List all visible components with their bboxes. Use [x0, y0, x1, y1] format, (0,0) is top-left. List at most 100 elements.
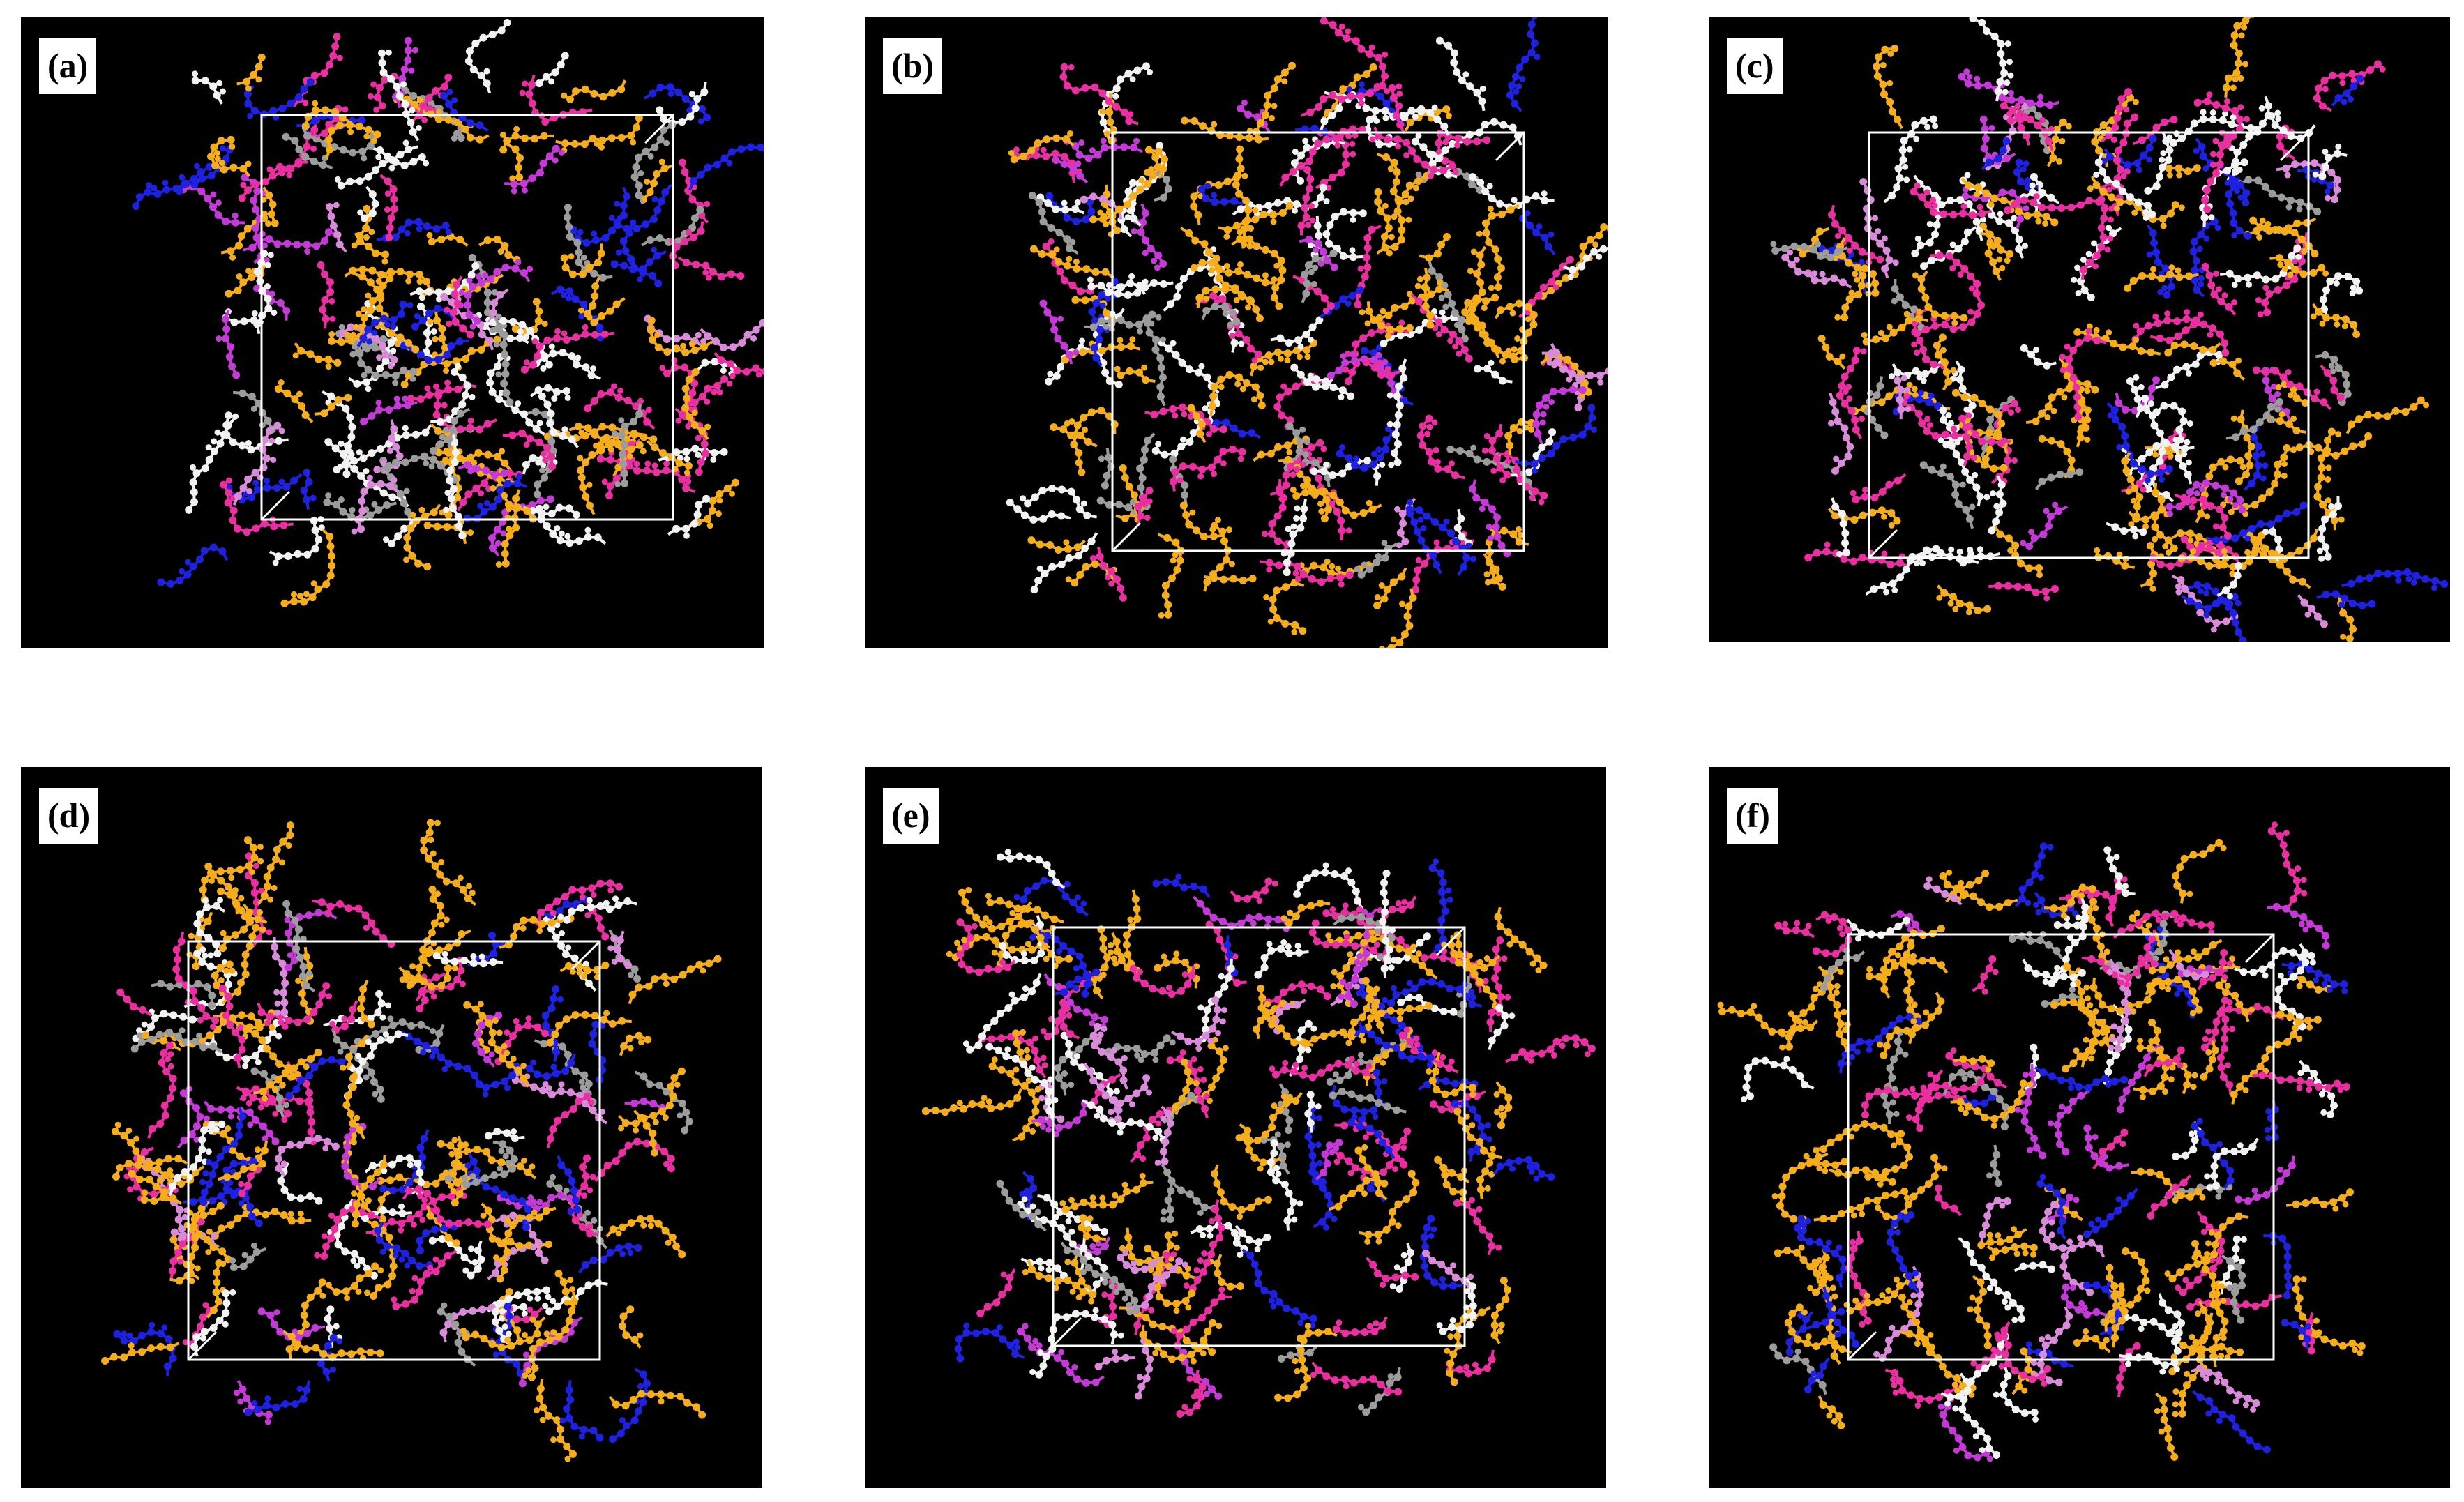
molecule-chain	[2148, 939, 2223, 975]
molecule-chain	[1252, 61, 1297, 142]
molecule-chain	[432, 950, 504, 968]
molecule-chain	[2034, 468, 2084, 490]
molecule-chain	[1300, 82, 1382, 117]
molecule-chain	[2285, 1188, 2355, 1212]
molecule-chain	[1190, 254, 1276, 287]
molecule-chain	[1163, 263, 1214, 312]
molecule-chain	[1152, 873, 1211, 898]
molecule-chain	[207, 135, 252, 177]
molecule-chain	[538, 392, 580, 448]
molecule-chain	[271, 937, 289, 1017]
molecule-chain	[1315, 1139, 1343, 1181]
molecule-chain	[1913, 295, 1986, 337]
molecule-chain	[2015, 842, 2054, 907]
molecule-chain	[985, 1042, 1059, 1121]
molecule-chain	[1486, 936, 1511, 1033]
molecule-chain	[2119, 1351, 2180, 1375]
molecule-chain	[1114, 364, 1156, 384]
molecule-chain	[2022, 959, 2086, 988]
molecule-chain	[269, 516, 325, 566]
molecule-chain	[486, 353, 545, 436]
molecule-chain	[2158, 1293, 2186, 1355]
molecule-chain	[529, 52, 569, 88]
molecule-chain	[1562, 245, 1608, 280]
molecule-chain	[996, 1179, 1047, 1232]
molecule-chain	[1400, 104, 1450, 136]
molecule-chain	[2071, 225, 2122, 301]
simulation-cell-box	[1111, 131, 1525, 552]
molecule-chain	[2316, 590, 2376, 610]
molecule-chain	[1490, 1277, 1511, 1344]
molecule-chain	[1986, 1144, 2002, 1187]
molecule-chain	[204, 863, 241, 915]
simulation-panel-b: (b)	[865, 17, 1608, 648]
molecule-chain	[561, 79, 626, 103]
molecule-chain	[326, 202, 347, 253]
molecule-chain	[2206, 501, 2308, 545]
molecule-chain	[615, 223, 663, 288]
molecule-chain	[379, 174, 398, 242]
molecule-chain	[1493, 1081, 1513, 1130]
molecule-chain	[257, 1307, 326, 1342]
molecule-chain	[354, 1015, 431, 1046]
molecule-chain	[1905, 1072, 1986, 1132]
molecule-chain	[1134, 487, 1154, 526]
molecule-chain	[2271, 1010, 2322, 1031]
molecule-chain	[2087, 176, 2185, 229]
molecule-chain	[542, 1279, 608, 1316]
molecule-chain	[954, 1322, 1025, 1363]
molecule-chain	[2215, 976, 2255, 1022]
molecule-chain	[619, 1031, 652, 1056]
molecular-structure-f	[1717, 821, 2366, 1462]
molecule-chain	[1376, 153, 1403, 204]
molecule-chain	[2193, 91, 2251, 152]
molecule-chain	[1012, 1029, 1031, 1071]
molecule-chain	[1052, 156, 1089, 184]
molecule-chain	[2316, 496, 2343, 562]
molecule-chain	[1828, 204, 1884, 266]
molecule-chain	[962, 973, 1042, 1054]
molecule-chain	[1052, 1307, 1124, 1344]
molecule-chain	[478, 236, 521, 264]
molecule-chain	[444, 275, 474, 339]
molecule-chain	[2313, 60, 2386, 112]
molecule-chain	[1958, 68, 2060, 109]
simulation-cell-box	[260, 114, 674, 521]
molecule-chain	[1063, 137, 1144, 162]
molecule-chain	[1263, 579, 1307, 635]
molecule-chain	[2076, 398, 2092, 448]
molecule-chain	[191, 70, 226, 105]
molecule-chain	[419, 886, 450, 968]
molecule-chain	[356, 301, 414, 347]
molecule-chain	[588, 1020, 607, 1090]
molecule-chain	[2345, 396, 2430, 434]
molecule-chain	[374, 1221, 434, 1275]
molecule-chain	[1373, 567, 1407, 609]
molecule-chain	[1375, 279, 1449, 322]
molecule-chain	[1817, 335, 1846, 370]
molecule-chain	[612, 404, 644, 487]
molecule-chain	[538, 108, 593, 126]
molecule-chain	[1308, 1167, 1338, 1231]
panel-label-b: (b)	[883, 38, 943, 94]
simulation-panel-e: (e)	[865, 767, 1606, 1488]
molecule-chain	[2174, 494, 2232, 540]
molecule-chain	[1969, 17, 2014, 102]
molecule-chain	[1873, 1266, 1925, 1362]
molecule-chain	[1865, 545, 1940, 596]
molecule-chain	[1980, 230, 2014, 264]
molecule-chain	[1430, 117, 1522, 162]
molecule-chain	[1827, 392, 1854, 475]
molecule-chain	[172, 931, 220, 1030]
molecule-chain	[1784, 1303, 1852, 1354]
molecule-chain	[594, 1137, 675, 1182]
molecule-chain	[312, 898, 395, 948]
molecule-chain	[628, 955, 722, 1005]
molecule-chain	[685, 375, 733, 413]
molecule-chain	[217, 1160, 266, 1181]
molecule-chain	[301, 100, 352, 130]
molecule-chain	[1154, 1105, 1174, 1166]
molecule-chain	[1894, 374, 1912, 420]
molecule-chain	[1988, 475, 2007, 535]
molecule-chain	[608, 1390, 706, 1419]
